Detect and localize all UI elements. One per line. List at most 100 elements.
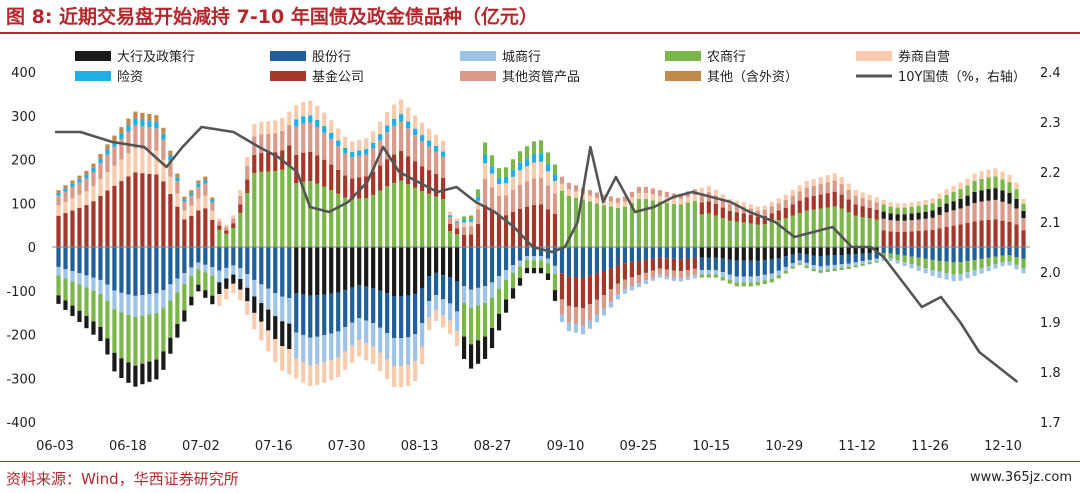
- bar-segment: [839, 194, 844, 209]
- bar-segment: [916, 257, 921, 267]
- bar-segment: [147, 149, 152, 174]
- bar-segment: [545, 247, 551, 259]
- bar-segment: [846, 212, 851, 247]
- bar-segment: [119, 133, 124, 140]
- bar-segment: [930, 210, 935, 218]
- bar-segment: [720, 199, 725, 208]
- bar-segment: [489, 297, 495, 328]
- bar-segment: [448, 224, 453, 232]
- bar-segment: [503, 215, 509, 247]
- bar-segment: [517, 184, 523, 209]
- bar-segment: [909, 202, 914, 207]
- bar-segment: [434, 174, 439, 197]
- bar-segment: [406, 128, 411, 157]
- bar-segment: [489, 327, 495, 349]
- bar-segment: [510, 265, 516, 273]
- bar-segment: [322, 126, 327, 133]
- bar-segment: [524, 146, 530, 159]
- bar-segment: [608, 268, 614, 290]
- bar-segment: [762, 215, 767, 225]
- bar-segment: [720, 247, 725, 259]
- bar-segment: [420, 247, 425, 288]
- bar-segment: [685, 258, 690, 271]
- bar-segment: [413, 187, 418, 247]
- bar-segment: [685, 202, 690, 247]
- bar-segment: [77, 194, 82, 208]
- right-tick-label: 1.8: [1040, 366, 1061, 381]
- bar-segment: [175, 173, 180, 178]
- bar-segment: [762, 280, 767, 285]
- bar-segment: [503, 183, 509, 196]
- bar-segment: [343, 136, 348, 148]
- bar-segment: [336, 292, 341, 332]
- bar-segment: [84, 316, 89, 329]
- watermark-text: www.365jz.com: [970, 470, 1072, 485]
- bar-segment: [1014, 264, 1019, 270]
- left-tick-label: 200: [11, 154, 36, 169]
- bar-segment: [427, 146, 432, 171]
- bar-segment: [790, 195, 795, 205]
- bar-segment: [196, 180, 201, 184]
- bar-segment: [364, 198, 369, 247]
- bar-segment: [524, 260, 530, 269]
- bar-segment: [98, 158, 103, 164]
- right-tick-label: 2.1: [1040, 216, 1061, 231]
- bar-segment: [629, 197, 635, 203]
- bar-segment: [84, 178, 89, 192]
- bar-segment: [266, 330, 271, 352]
- bar-segment: [252, 173, 257, 247]
- x-tick-label: 11-12: [838, 439, 876, 454]
- bar-segment: [196, 262, 201, 270]
- right-tick-label: 2.0: [1040, 266, 1061, 281]
- bar-segment: [552, 193, 558, 215]
- bar-segment: [70, 210, 75, 247]
- bar-segment: [140, 247, 145, 296]
- bar-segment: [56, 192, 61, 196]
- bar-segment: [636, 283, 641, 288]
- bar-segment: [965, 272, 970, 279]
- bar-segment: [315, 119, 320, 128]
- bar-segment: [727, 203, 732, 211]
- bar-segment: [846, 266, 851, 269]
- bar-segment: [1000, 255, 1005, 263]
- bar-segment: [860, 206, 865, 218]
- right-tick-label: 1.7: [1040, 416, 1061, 431]
- bar-segment: [161, 127, 166, 134]
- bar-segment: [699, 269, 704, 275]
- bar-segment: [972, 191, 977, 203]
- bar-segment: [524, 247, 530, 257]
- bar-segment: [951, 262, 956, 275]
- bar-segment: [923, 199, 928, 205]
- bar-segment: [671, 198, 676, 205]
- bar-segment: [503, 269, 509, 280]
- bar-segment: [224, 288, 229, 300]
- bar-segment: [783, 199, 788, 208]
- bar-segment: [399, 180, 404, 247]
- bar-segment: [475, 305, 481, 341]
- bar-segment: [245, 301, 250, 315]
- bar-segment: [336, 247, 341, 293]
- bar-segment: [832, 180, 837, 192]
- left-tick-label: -200: [6, 329, 36, 344]
- bar-segment: [888, 247, 893, 254]
- bar-segment: [986, 266, 991, 272]
- legend-swatch: [665, 51, 701, 61]
- bar-segment: [336, 140, 341, 147]
- bar-segment: [776, 210, 781, 221]
- bar-segment: [972, 247, 977, 261]
- bar-segment: [517, 162, 523, 171]
- bar-segment: [881, 204, 886, 212]
- bar-segment: [434, 247, 439, 273]
- bar-segment: [280, 169, 285, 247]
- bar-segment: [895, 231, 900, 247]
- bar-segment: [434, 272, 439, 296]
- bar-segment: [448, 211, 453, 216]
- bar-segment: [301, 247, 306, 295]
- bar-segment: [154, 293, 159, 314]
- bar-segment: [559, 273, 565, 300]
- bar-segment: [496, 215, 502, 247]
- bar-segment: [1014, 247, 1019, 258]
- bar-segment: [734, 282, 739, 287]
- bar-segment: [482, 247, 488, 287]
- bar-segment: [259, 303, 264, 322]
